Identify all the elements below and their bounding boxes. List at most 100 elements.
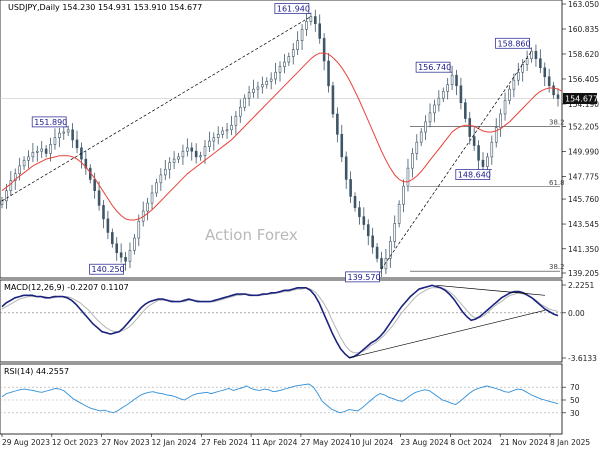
candle-body (490, 141, 494, 158)
rsi-tick-label: 70 (570, 383, 580, 392)
price-tick-label: 143.545 (568, 220, 599, 229)
price-tick-label: 145.760 (568, 195, 599, 204)
candle-body (150, 192, 154, 204)
candle-body (349, 179, 352, 197)
candle-body (31, 152, 35, 158)
fib-level-label: 61.8 (549, 179, 565, 187)
x-tick-label: 23 Aug 2024 (401, 438, 449, 447)
x-tick-label: 8 Jan 2025 (550, 438, 590, 447)
candle-body (494, 127, 498, 143)
rsi-y-ticks: 70 50 30 (562, 383, 580, 418)
candle-body (362, 216, 366, 225)
x-axis-ticks: 29 Aug 2023 12 Oct 2023 27 Nov 2023 12 Jan … (1, 434, 590, 447)
candle-body (402, 185, 405, 205)
watermark: Action Forex (205, 226, 298, 244)
candle-body (322, 38, 326, 62)
current-price-tag: 154.677 (563, 93, 598, 104)
candle-body (464, 102, 467, 119)
candle-body (556, 94, 560, 99)
price-callout-label: 148.640 (458, 171, 491, 180)
candle-body (225, 129, 229, 132)
candle-body (380, 258, 383, 270)
candle-body (327, 60, 330, 87)
fib-level-label: 38.2 (549, 263, 565, 271)
price-callouts: 161.940 151.890 140.250 139.570 156.740 148.6… (31, 3, 532, 283)
candle-body (243, 97, 246, 108)
rsi-tick-label: 50 (570, 396, 580, 405)
candle-body (300, 29, 304, 41)
candle-body (208, 140, 211, 148)
candle-body (53, 137, 57, 145)
x-tick-label: 10 Jul 2024 (351, 438, 394, 447)
candle-body (93, 179, 96, 192)
price-candles (0, 9, 560, 277)
price-callout-box (345, 271, 380, 283)
price-callout-box (415, 61, 451, 73)
candle-body (353, 196, 357, 208)
macd-tick-label: 0.00 (568, 309, 585, 318)
candle-body (106, 218, 110, 233)
candle-body (291, 49, 295, 57)
moving-average-line (1, 52, 563, 221)
price-level-lines: 38.2 61.8 38.2 (0, 98, 565, 272)
price-panel-frame (0, 0, 563, 279)
candle-body (168, 162, 171, 170)
candle-body (481, 159, 485, 167)
macd-title: MACD(12,26,9) -0.2207 0.1107 (4, 283, 129, 292)
candle-body (375, 246, 379, 259)
candle-body (503, 100, 507, 115)
candle-body (340, 133, 344, 158)
candle-body (508, 88, 511, 101)
candle-body (66, 129, 70, 133)
candle-body (486, 156, 489, 167)
price-callout-label: 151.890 (34, 118, 67, 127)
price-callout-label: 161.940 (277, 5, 310, 14)
candle-body (397, 203, 401, 224)
price-callout-box (31, 116, 67, 128)
candle-body (177, 156, 180, 160)
price-callout-box (89, 263, 124, 275)
candle-body (190, 147, 194, 152)
candle-body (203, 146, 207, 157)
candle-body (336, 113, 339, 135)
macd-tick-label: 2.2251 (568, 281, 594, 290)
x-tick-label: 27 May 2024 (301, 438, 350, 447)
x-tick-label: 29 Aug 2023 (2, 438, 50, 447)
price-callout-box (495, 37, 530, 49)
candle-body (75, 139, 79, 149)
candle-body (13, 173, 17, 181)
candle-body (552, 85, 555, 96)
macd-resistance-trendline (436, 284, 546, 296)
candle-body (309, 16, 313, 22)
candle-body (22, 159, 26, 167)
candle-body (371, 235, 374, 248)
candle-body (472, 136, 476, 146)
candle-body (128, 250, 132, 262)
x-tick-label: 27 Nov 2023 (102, 438, 150, 447)
candle-body (18, 165, 21, 175)
candle-body (247, 92, 251, 99)
candle-body (71, 129, 74, 141)
candle-body (468, 118, 472, 137)
candle-body (477, 145, 480, 161)
candle-body (27, 156, 30, 161)
candle-body (234, 115, 238, 126)
candle-body (137, 220, 141, 239)
dashed-trendline-lower (381, 51, 532, 270)
macd-panel-frame (0, 279, 563, 363)
price-tick-label: 147.775 (568, 172, 599, 181)
fib-level-label: 38.2 (549, 118, 565, 126)
candle-body (111, 232, 114, 245)
candle-body (455, 74, 458, 87)
candle-body (194, 150, 198, 158)
price-tick-label: 156.405 (568, 75, 599, 84)
candle-body (406, 167, 410, 187)
candle-body (278, 66, 282, 73)
candle-body (296, 40, 299, 50)
candle-body (437, 97, 441, 106)
x-tick-label: 8 Oct 2024 (450, 438, 492, 447)
candle-body (265, 80, 269, 85)
candle-body (415, 141, 419, 154)
rsi-panel-frame (0, 363, 563, 435)
price-callout-box (455, 169, 491, 180)
